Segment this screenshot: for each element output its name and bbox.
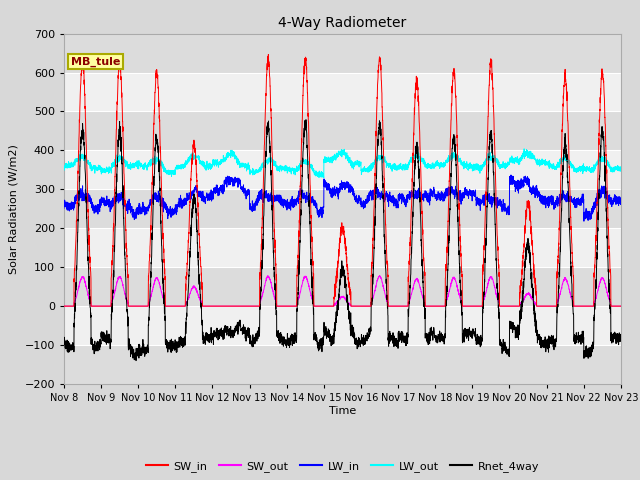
Bar bbox=[64, 111, 621, 150]
Bar bbox=[64, 189, 621, 228]
Y-axis label: Solar Radiation (W/m2): Solar Radiation (W/m2) bbox=[9, 144, 19, 274]
Bar bbox=[64, 34, 621, 72]
Bar bbox=[64, 72, 621, 111]
Title: 4-Way Radiometer: 4-Way Radiometer bbox=[278, 16, 406, 30]
Legend: SW_in, SW_out, LW_in, LW_out, Rnet_4way: SW_in, SW_out, LW_in, LW_out, Rnet_4way bbox=[141, 457, 543, 477]
X-axis label: Time: Time bbox=[329, 406, 356, 416]
Bar bbox=[64, 345, 621, 384]
Bar bbox=[64, 267, 621, 306]
Bar bbox=[64, 150, 621, 189]
Bar bbox=[64, 228, 621, 267]
Text: MB_tule: MB_tule bbox=[71, 56, 120, 67]
Bar bbox=[64, 306, 621, 345]
